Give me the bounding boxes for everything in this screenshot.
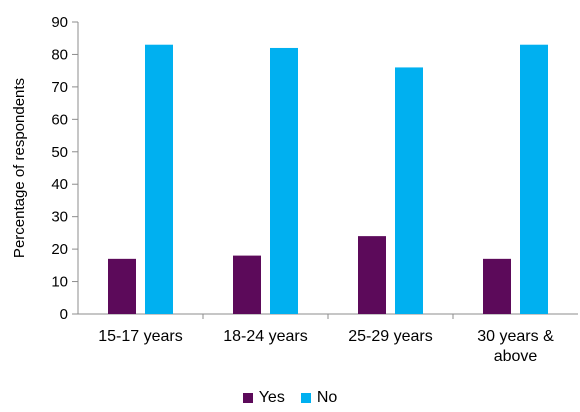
legend-item-no: No: [300, 389, 338, 407]
x-tick-label-line: 15-17 years: [98, 328, 183, 345]
legend: Yes No: [0, 387, 580, 409]
bar-no-1: [145, 44, 173, 314]
legend-item-yes: Yes: [242, 389, 285, 407]
x-tick-label-line: above: [494, 348, 538, 365]
y-tick-label: 0: [60, 306, 68, 323]
y-tick-label: 10: [51, 274, 68, 291]
y-axis-title: Percentage of respondents: [11, 78, 28, 258]
bar-no-4: [520, 44, 548, 314]
y-tick-label: 70: [51, 79, 68, 96]
bar-yes-4: [483, 258, 511, 314]
y-tick-label: 20: [51, 241, 68, 258]
y-tick-label: 90: [51, 14, 68, 31]
bar-yes-2: [233, 255, 261, 314]
y-tick-label: 50: [51, 144, 68, 161]
chart-canvas: 0 10 20 30 40 50 60 70 80 90 Percentage of respond…: [11, 14, 578, 365]
x-tick-label-line: 30 years &: [477, 328, 554, 345]
y-tick-label: 80: [51, 46, 68, 63]
y-tick-label: 30: [51, 209, 68, 226]
bar-no-2: [270, 47, 298, 314]
legend-label-yes: Yes: [258, 389, 285, 406]
legend-swatch-no: [300, 393, 311, 403]
x-tick-label: 30 years & above: [477, 328, 554, 365]
y-tick-label: 40: [51, 176, 68, 193]
legend-swatch-yes: [242, 393, 253, 403]
x-tick-label: 18-24 years: [223, 328, 308, 345]
y-tick-label: 60: [51, 111, 68, 128]
x-tick-label-line: 18-24 years: [223, 328, 308, 345]
bar-no-3: [395, 67, 423, 314]
bar-yes-3: [358, 236, 386, 314]
legend-label-no: No: [316, 389, 338, 406]
x-tick-label: 25-29 years: [348, 328, 433, 345]
bar-yes-1: [108, 258, 136, 314]
x-tick-label-line: 25-29 years: [348, 328, 433, 345]
x-tick-label: 15-17 years: [98, 328, 183, 345]
